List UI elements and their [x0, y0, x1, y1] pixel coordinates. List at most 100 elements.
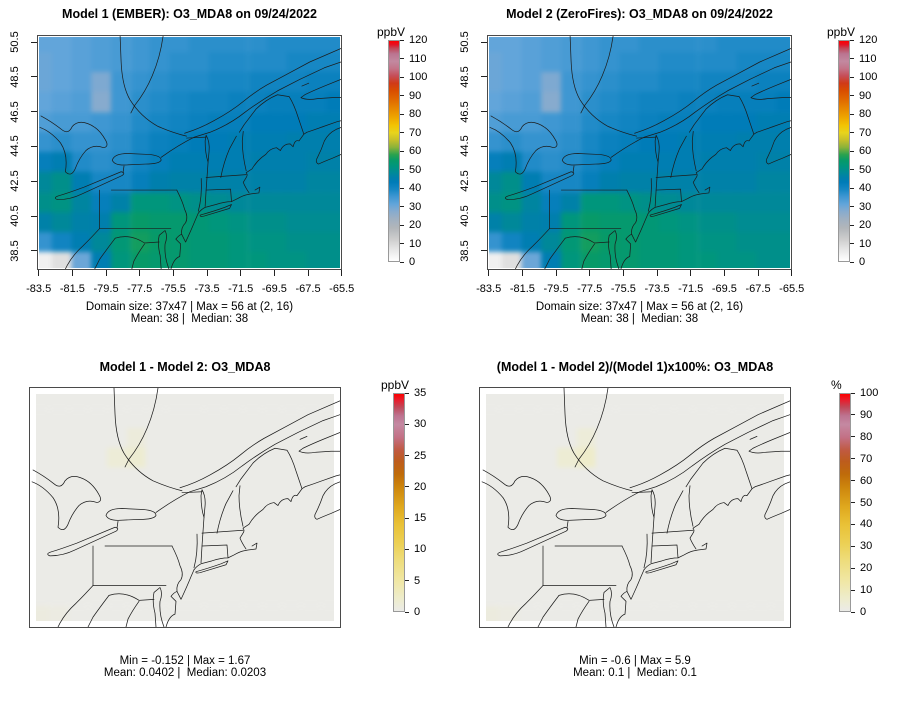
colorbar-tick [851, 567, 855, 569]
colorbar-tick-label: 100 [859, 71, 878, 83]
raster-cell [770, 526, 784, 548]
x-axis-tick-label: -65.5 [779, 283, 805, 295]
raster-cell [326, 132, 340, 153]
raster-cell [262, 394, 283, 410]
raster-cell [247, 132, 269, 153]
raster-cell [145, 428, 167, 449]
raster-cell [560, 152, 582, 173]
raster-cell [717, 232, 738, 254]
y-axis-tick-label: 46.5 [9, 100, 21, 123]
raster-cell [107, 507, 128, 528]
raster-cell [731, 507, 752, 528]
colorbar-tick [400, 261, 404, 263]
raster-cell [203, 585, 225, 607]
y-axis-tick-label: 44.5 [459, 135, 471, 158]
raster-cell [184, 507, 205, 528]
raster-cell [48, 408, 70, 430]
raster-cell [776, 112, 790, 133]
stats-line-1: Domain size: 37x47 | Max = 56 at (2, 16) [85, 301, 294, 313]
raster-cell [750, 428, 771, 449]
raster-cell [107, 428, 128, 449]
raster-cell [39, 252, 53, 268]
raster-cell [736, 51, 758, 73]
colorbar-tick-label: 100 [860, 387, 879, 399]
raster-cell [692, 546, 713, 567]
raster-cell [750, 605, 771, 621]
raster-cell [750, 585, 771, 607]
raster-cell [281, 526, 302, 548]
raster-cell [489, 212, 503, 233]
raster-cell [145, 408, 167, 430]
raster-cell [731, 467, 752, 489]
raster-cell [736, 37, 758, 53]
colorbar [838, 40, 850, 262]
colorbar-tick [405, 392, 409, 394]
raster-cell [770, 585, 784, 607]
raster-cell [639, 92, 660, 113]
raster-cell [615, 428, 636, 449]
raster-cell [110, 232, 132, 254]
x-axis-tick [307, 270, 309, 276]
x-axis-tick [656, 270, 658, 276]
raster-cell [639, 192, 660, 213]
y-axis-tick-label: 40.5 [9, 205, 21, 227]
raster-cell [242, 394, 263, 410]
raster-cell [595, 487, 617, 508]
raster-cell [306, 252, 327, 268]
raster-cell [126, 566, 147, 587]
raster-cell [286, 172, 308, 193]
x-axis-tick [622, 270, 624, 276]
raster-cell [87, 408, 108, 430]
raster-cell [39, 37, 53, 53]
raster-cell [145, 467, 167, 489]
raster-cell [247, 112, 269, 133]
raster-cell [639, 212, 660, 233]
raster-cell [165, 394, 186, 410]
raster-cell [750, 394, 771, 410]
raster-cell [692, 585, 713, 607]
raster-cell [756, 252, 777, 268]
raster-cell [87, 507, 108, 528]
raster-cell [639, 71, 660, 93]
raster-cell [300, 408, 321, 430]
raster-cell [518, 408, 539, 430]
coastline-map-overlay [31, 388, 340, 627]
colorbar-tick-label: 70 [859, 126, 872, 139]
colorbar-tick [400, 58, 404, 59]
raster-cell [541, 37, 562, 53]
raster-cell [71, 152, 93, 173]
raster-cell [48, 566, 70, 587]
raster-cell [71, 71, 93, 93]
raster-cell [736, 152, 758, 173]
raster-cell [498, 448, 520, 469]
raster-cell [91, 112, 112, 133]
raster-cell [557, 467, 578, 489]
stats-line-1: Min = -0.152 | Max = 1.67 [119, 655, 251, 667]
raster-cell [489, 192, 503, 213]
raster-cell [126, 507, 147, 528]
raster-cell [770, 428, 784, 449]
raster-cell [267, 112, 288, 133]
raster-cell [750, 448, 771, 469]
colorbar-tick [405, 455, 409, 457]
raster-cell [68, 467, 89, 489]
raster-cell [110, 112, 132, 133]
raster-cell [36, 487, 50, 508]
raster-cell [595, 526, 617, 548]
raster-cell [498, 467, 520, 489]
raster-cell [71, 112, 93, 133]
raster-cell [306, 132, 327, 153]
raster-cell [615, 394, 636, 410]
raster-cell [634, 585, 655, 607]
raster-cell [247, 51, 269, 73]
raster-cell [639, 232, 660, 254]
raster-cell [557, 394, 578, 410]
colorbar-tick-label: 100 [409, 71, 428, 83]
raster-cell [228, 232, 249, 254]
raster-cell [110, 152, 132, 173]
x-axis-tick [38, 270, 40, 276]
raster-cell [599, 132, 621, 153]
raster-cell [36, 467, 50, 489]
raster-cell [770, 605, 784, 621]
y-axis-tick [481, 41, 487, 43]
